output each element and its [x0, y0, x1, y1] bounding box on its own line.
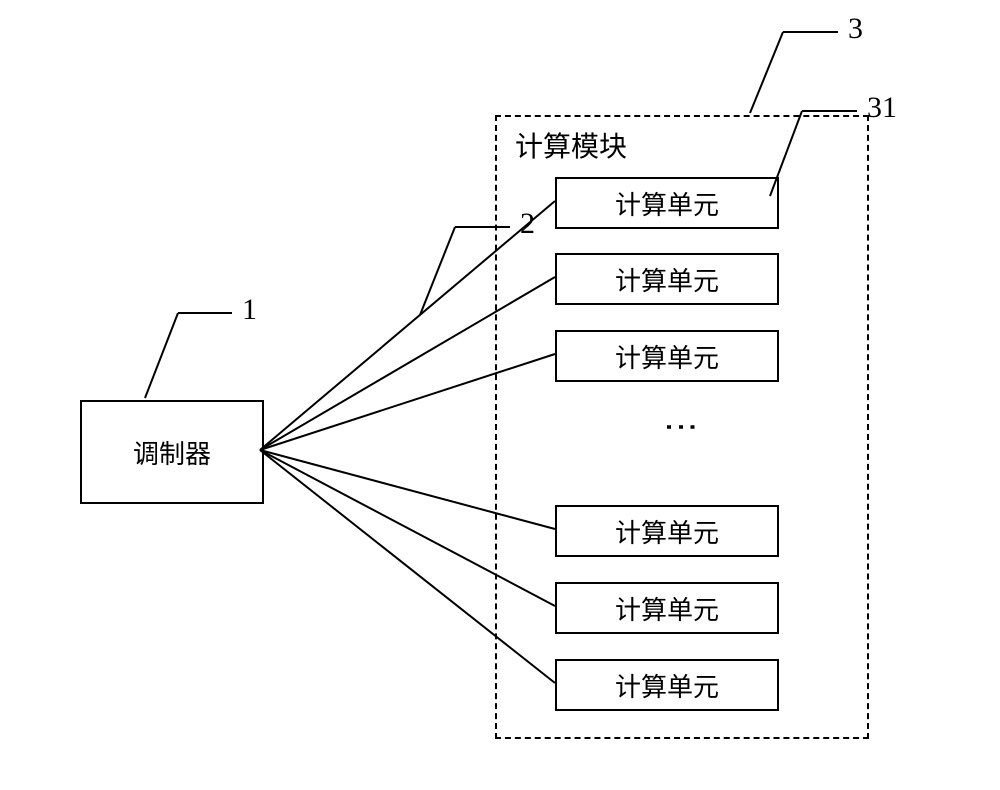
compute-unit-label: 计算单元: [615, 513, 719, 550]
compute-unit-label: 计算单元: [615, 338, 719, 375]
compute-unit-box: 计算单元: [555, 582, 779, 634]
compute-unit-box: 计算单元: [555, 330, 779, 382]
compute-unit-label: 计算单元: [615, 590, 719, 627]
ellipsis-vertical-icon: ⋮: [660, 410, 700, 448]
callout-label-3: 3: [848, 12, 863, 46]
callout-label-2: 2: [520, 207, 535, 241]
callout-label-1: 1: [242, 293, 257, 327]
compute-unit-box: 计算单元: [555, 505, 779, 557]
compute-unit-box: 计算单元: [555, 659, 779, 711]
compute-unit-label: 计算单元: [615, 185, 719, 222]
diagram-canvas: 计算模块 调制器 计算单元计算单元计算单元计算单元计算单元计算单元 ⋮ 1233…: [0, 0, 1000, 790]
callout-label-31: 31: [867, 91, 897, 125]
compute-module-label: 计算模块: [515, 125, 627, 165]
modulator-label: 调制器: [133, 434, 211, 471]
compute-unit-label: 计算单元: [615, 667, 719, 704]
compute-unit-box: 计算单元: [555, 177, 779, 229]
compute-unit-box: 计算单元: [555, 253, 779, 305]
modulator-box: 调制器: [80, 400, 264, 504]
compute-unit-label: 计算单元: [615, 261, 719, 298]
